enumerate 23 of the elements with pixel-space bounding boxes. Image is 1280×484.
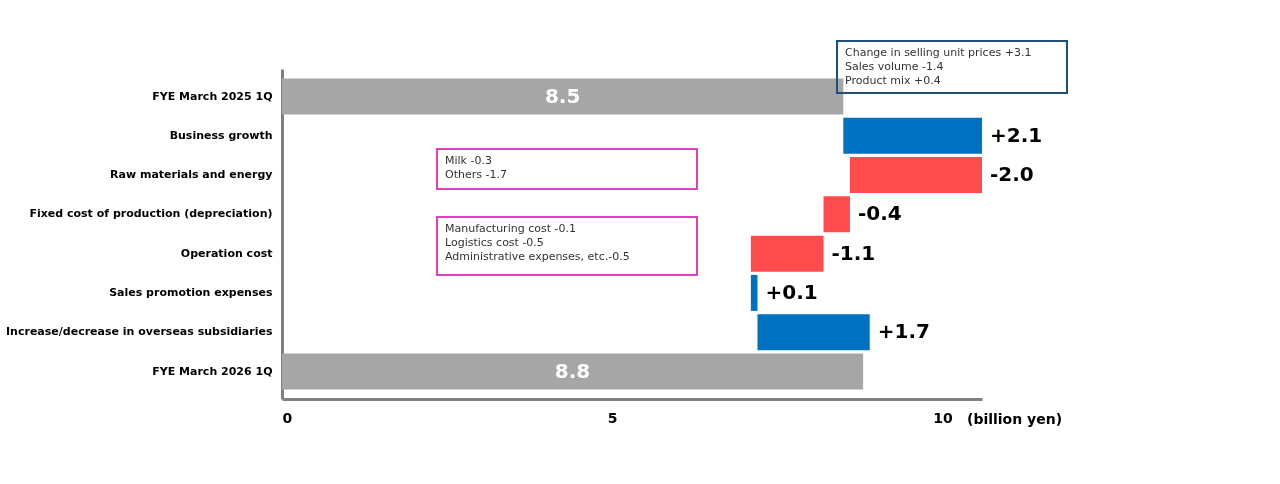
y-tick-label: Business growth (169, 128, 273, 142)
data-label: 8.8 (554, 358, 591, 383)
y-tick-label: Fixed cost of production (depreciation) (29, 207, 273, 221)
data-label: -2.0 (990, 162, 1034, 187)
y-tick-label: Sales promotion expenses (109, 285, 273, 299)
data-label: 8.5 (544, 83, 581, 108)
x-tick-label: 0 (282, 409, 293, 426)
annotation: Manufacturing cost -0.1 Logistics cost -0.5 Administrative expenses, etc.-0.5 (445, 222, 630, 263)
data-label: -0.4 (857, 201, 902, 226)
y-tick-label: Raw materials and energy (110, 168, 273, 182)
y-tick-label: Increase/decrease in overseas subsidiaries (6, 325, 273, 339)
data-label: +2.1 (990, 122, 1043, 147)
data-label: -1.1 (831, 240, 876, 265)
y-tick-label: Operation cost (180, 246, 273, 260)
x-tick-label: 5 (607, 409, 618, 426)
x-tick-label: 10 (933, 409, 953, 426)
data-label: +0.1 (765, 279, 818, 304)
annotation: Change in selling unit prices +3.1 Sales volume -1.4 Product mix +0.4 (845, 46, 1032, 87)
y-tick-label: FYE March 2025 1Q (152, 89, 273, 103)
y-tick-label: FYE March 2026 1Q (152, 364, 273, 378)
annotation: Milk -0.3 Others -1.7 (445, 154, 507, 181)
data-label: +1.7 (877, 319, 930, 344)
x-axis-title: (billion yen) (967, 411, 1063, 427)
